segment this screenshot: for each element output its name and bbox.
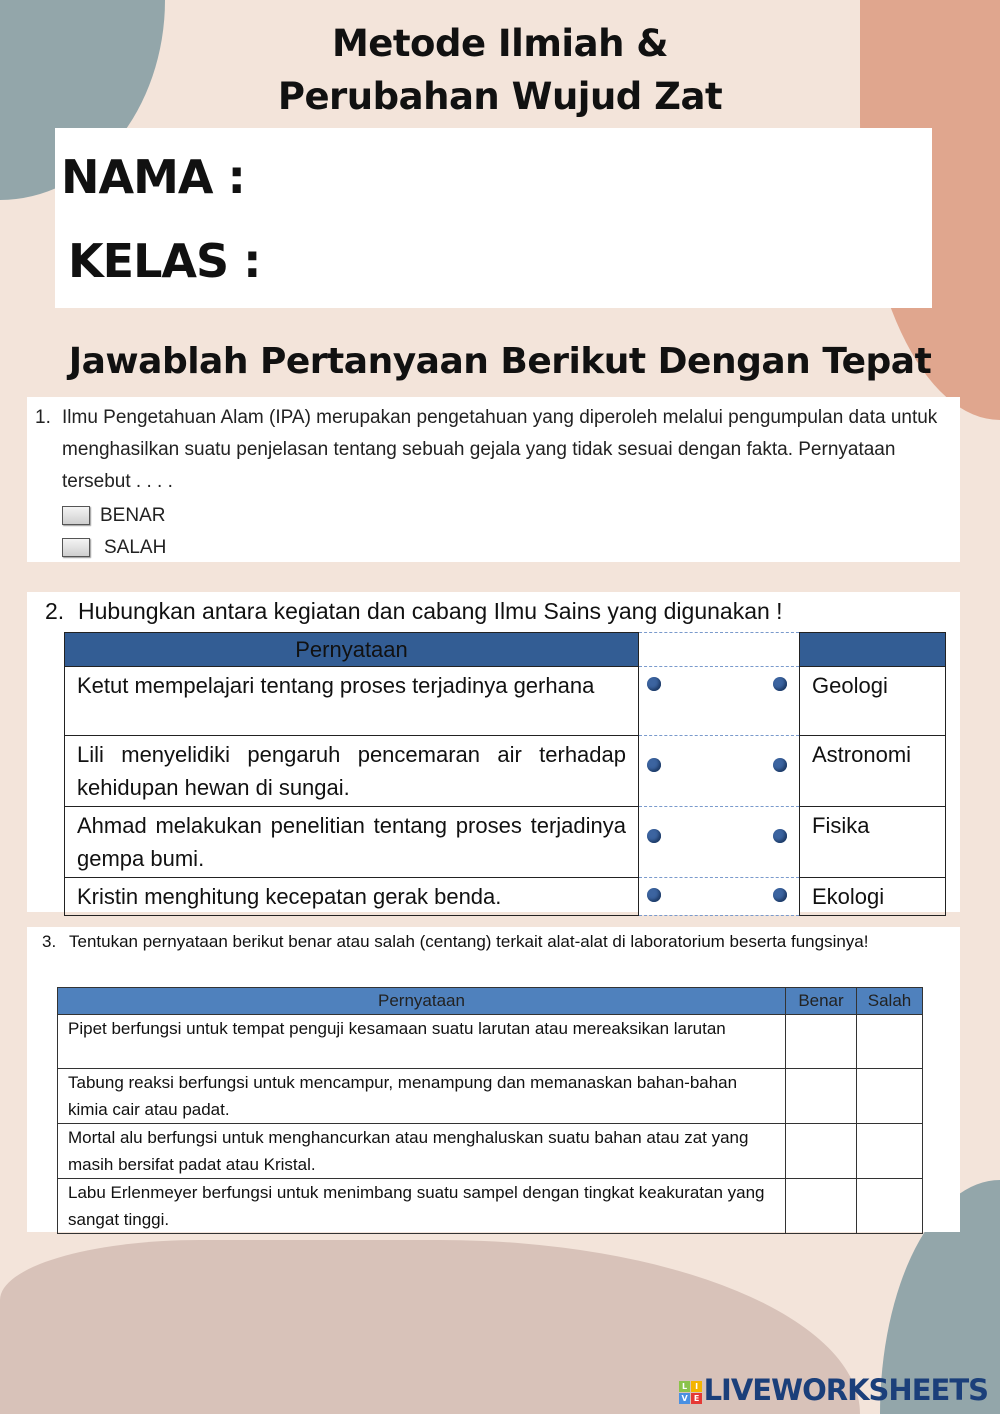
salah-cell[interactable] [856, 1123, 923, 1179]
option-benar[interactable]: BENAR [62, 500, 165, 532]
header-statement: Pernyataan [57, 987, 786, 1015]
benar-cell[interactable] [785, 1068, 857, 1124]
identity-box: NAMA : KELAS : [55, 128, 932, 308]
question-text: Tentukan pernyataan berikut benar atau s… [69, 932, 869, 951]
connector-cell [638, 877, 800, 916]
logo-text: LIVEWORKSHEETS [703, 1373, 989, 1407]
connector-cell [638, 735, 800, 807]
option-label: BENAR [100, 505, 166, 526]
salah-cell[interactable] [856, 1068, 923, 1124]
right-dot[interactable] [773, 829, 787, 843]
page-title-line1: Metode Ilmiah & [331, 22, 669, 65]
question-number: 3. [42, 932, 57, 951]
name-input[interactable] [255, 148, 915, 208]
checkbox[interactable] [62, 538, 90, 558]
name-label: NAMA : [61, 150, 246, 204]
statement-cell: Mortal alu berfungsi untuk menghancurkan… [57, 1123, 786, 1179]
header-connector [638, 632, 800, 667]
question-text: Hubungkan antara kegiatan dan cabang Ilm… [78, 598, 783, 624]
statement-cell: Ketut mempelajari tentang proses terjadi… [64, 666, 639, 736]
statement-cell: Kristin menghitung kecepatan gerak benda… [64, 877, 639, 916]
benar-cell[interactable] [785, 1014, 857, 1069]
header-salah: Salah [856, 987, 923, 1015]
left-dot[interactable] [647, 888, 661, 902]
branch-cell: Geologi [799, 666, 946, 736]
question-number: 1. [35, 407, 51, 428]
page-title-line2: Perubahan Wujud Zat [277, 75, 723, 118]
benar-cell[interactable] [785, 1178, 857, 1234]
branch-cell: Astronomi [799, 735, 946, 807]
connector-cell [638, 666, 800, 736]
left-dot[interactable] [647, 758, 661, 772]
connector-cell [638, 806, 800, 878]
question-3: 3. Tentukan pernyataan berikut benar ata… [27, 927, 960, 1234]
right-dot[interactable] [773, 677, 787, 691]
right-dot[interactable] [773, 888, 787, 902]
statement-cell: Ahmad melakukan penelitian tentang prose… [64, 806, 639, 878]
instruction-heading: Jawablah Pertanyaan Berikut Dengan Tepat [68, 341, 932, 382]
matching-table: Pernyataan Ketut mempelajari tentang pro… [64, 632, 946, 916]
branch-cell: Ekologi [799, 877, 946, 916]
statement-cell: Lili menyelidiki pengaruh pencemaran air… [64, 735, 639, 807]
right-dot[interactable] [773, 758, 787, 772]
benar-cell[interactable] [785, 1123, 857, 1179]
liveworksheets-logo: L I V E LIVEWORKSHEETS [678, 1373, 989, 1407]
left-dot[interactable] [647, 677, 661, 691]
statement-cell: Pipet berfungsi untuk tempat penguji kes… [57, 1014, 786, 1069]
question-text: Ilmu Pengetahuan Alam (IPA) merupakan pe… [62, 407, 938, 492]
header-statement: Pernyataan [64, 632, 639, 667]
option-salah[interactable]: SALAH [62, 532, 166, 564]
true-false-table: Pernyataan Benar Salah Pipet berfungsi unt… [57, 987, 923, 1234]
left-dot[interactable] [647, 829, 661, 843]
statement-cell: Tabung reaksi berfungsi untuk mencampur,… [57, 1068, 786, 1124]
option-label: SALAH [104, 537, 167, 558]
branch-cell: Fisika [799, 806, 946, 878]
question-2: 2. Hubungkan antara kegiatan dan cabang … [27, 592, 960, 916]
salah-cell[interactable] [856, 1178, 923, 1234]
statement-cell: Labu Erlenmeyer berfungsi untuk menimban… [57, 1178, 786, 1234]
header-benar: Benar [785, 987, 857, 1015]
class-label: KELAS : [68, 234, 262, 288]
header-branch [799, 632, 946, 667]
question-number: 2. [45, 598, 65, 624]
question-1: 1. Ilmu Pengetahuan Alam (IPA) merupakan… [27, 397, 960, 562]
class-input[interactable] [265, 233, 915, 293]
salah-cell[interactable] [856, 1014, 923, 1069]
checkbox[interactable] [62, 506, 90, 526]
